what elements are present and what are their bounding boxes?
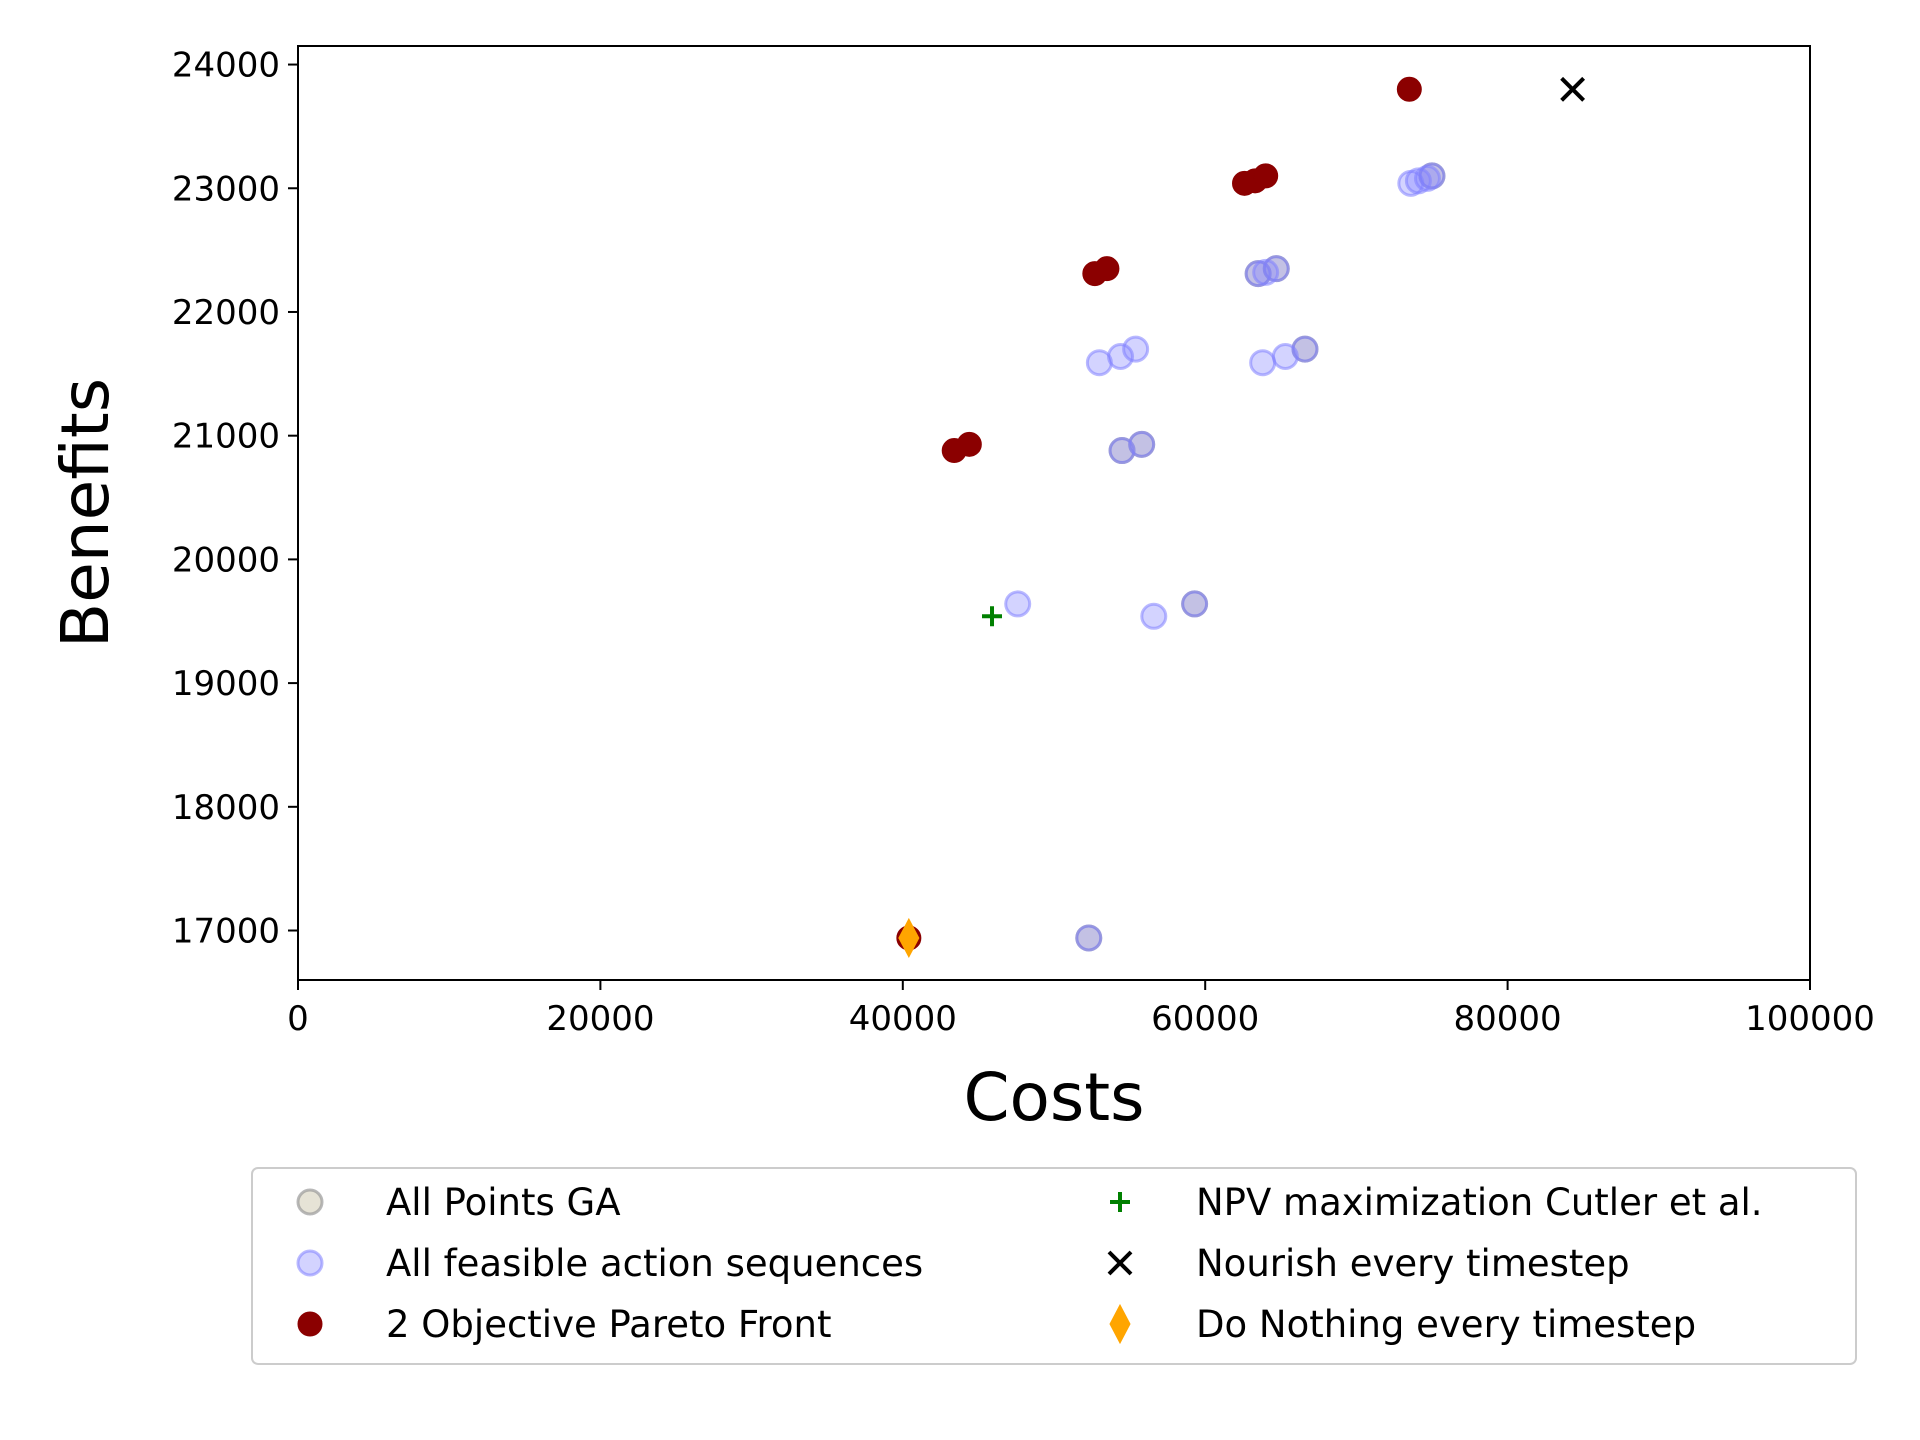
point-all-feasible-action-sequences [1004, 590, 1032, 618]
legend-label-all-feasible-action-sequences: All feasible action sequences [386, 1242, 923, 1285]
point-npv-maximization-cutler-et-al [982, 606, 1003, 627]
point-2-objective-pareto-front [1253, 163, 1279, 189]
y-tick-label: 24000 [172, 46, 280, 86]
point-all-feasible-action-sequences [1122, 335, 1150, 363]
legend-label-nourish-every-timestep: Nourish every timestep [1196, 1242, 1630, 1285]
y-axis: 17000 18000 19000 20000 21000 22000 23000 24000 [172, 46, 298, 952]
x-tick-label: 100000 [1745, 999, 1875, 1039]
point-2-objective-pareto-front [1396, 76, 1422, 102]
y-tick-label: 19000 [172, 664, 280, 704]
legend-marker-nourish-every-timestep [1107, 1250, 1133, 1276]
y-tick-label: 21000 [172, 417, 280, 457]
x-tick-label: 0 [287, 999, 309, 1039]
legend-marker-all-feasible-action-sequences [296, 1249, 324, 1277]
point-all-feasible-action-sequences [1108, 437, 1136, 465]
point-all-feasible-action-sequences [1262, 255, 1290, 283]
x-tick-label: 40000 [849, 999, 957, 1039]
point-2-objective-pareto-front [956, 431, 982, 457]
point-all-feasible-action-sequences [1128, 430, 1156, 458]
legend-label-npv-maximization-cutler-et-al: NPV maximization Cutler et al. [1196, 1181, 1763, 1224]
data-points [896, 76, 1586, 959]
legend-marker-2-objective-pareto-front [297, 1311, 323, 1337]
x-axis-label: Costs [963, 1059, 1144, 1136]
x-tick-label: 60000 [1151, 999, 1259, 1039]
x-axis: 0 20000 40000 60000 80000 100000 [287, 980, 1875, 1039]
y-tick-label: 22000 [172, 293, 280, 333]
legend-label-2-objective-pareto-front: 2 Objective Pareto Front [386, 1303, 831, 1346]
y-tick-label: 18000 [172, 788, 280, 828]
legend-label-do-nothing-every-timestep: Do Nothing every timestep [1196, 1303, 1696, 1346]
point-all-feasible-action-sequences [1249, 349, 1277, 377]
point-all-feasible-action-sequences [1140, 602, 1168, 630]
y-axis-label: Benefits [47, 378, 124, 648]
point-all-feasible-action-sequences [1291, 335, 1319, 363]
point-all-feasible-action-sequences [1181, 590, 1209, 618]
legend-box [251, 1167, 1857, 1365]
x-tick-label: 80000 [1454, 999, 1562, 1039]
legend-marker-all-points-ga [296, 1188, 324, 1216]
legend: All Points GA NPV maximization Cutler et … [251, 1167, 1857, 1365]
x-tick-label: 20000 [546, 999, 654, 1039]
point-do-nothing-every-timestep [898, 917, 920, 959]
point-nourish-every-timestep [1560, 76, 1586, 102]
point-2-objective-pareto-front [1094, 256, 1120, 282]
point-all-feasible-action-sequences [1418, 162, 1446, 190]
y-tick-label: 17000 [172, 912, 280, 952]
point-all-feasible-action-sequences [1075, 924, 1103, 952]
legend-marker-npv-maximization-cutler-et-al [1110, 1192, 1130, 1212]
plot-area [297, 45, 1811, 981]
point-all-feasible-action-sequences [1107, 343, 1135, 371]
y-tick-label: 20000 [172, 540, 280, 580]
y-tick-label: 23000 [172, 169, 280, 209]
legend-label-all-points-ga: All Points GA [386, 1181, 621, 1224]
legend-marker-do-nothing-every-timestep [1109, 1303, 1131, 1345]
